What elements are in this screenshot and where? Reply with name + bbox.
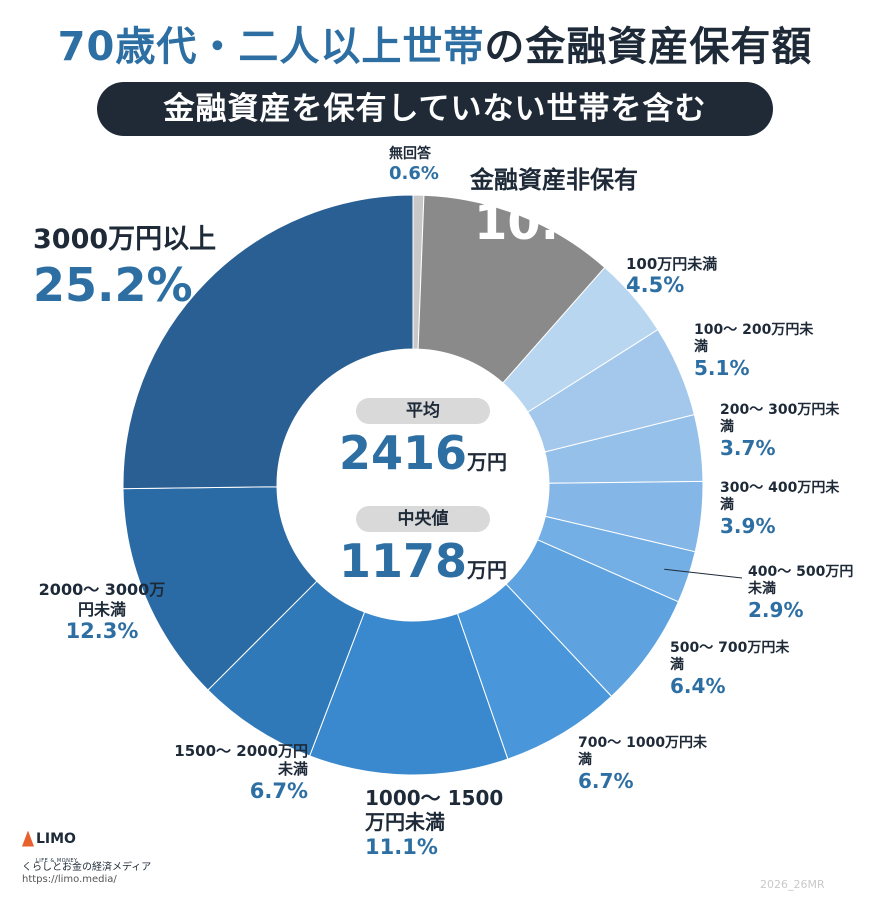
footer-url[interactable]: https://limo.media/: [22, 874, 117, 885]
chart-subtitle: 金融資産を保有していない世帯を含む: [97, 82, 773, 136]
slice-label-700-1000: 700〜 1000万円未満 6.7%: [578, 735, 708, 794]
slice-name: 400〜 500万円未満: [748, 564, 854, 598]
chart-title: 70歳代・二人以上世帯の金融資産保有額: [0, 14, 870, 72]
slice-name: 1000〜 1500万円未満: [365, 786, 504, 835]
slice-name: 300〜 400万円未満: [720, 480, 840, 514]
slice-value: 12.3: [65, 619, 118, 644]
slice-value: 4.5: [626, 273, 664, 298]
slice-name: 3000万円以上: [33, 224, 217, 255]
slice-label-over3000: 3000万円以上 25.2%: [33, 224, 217, 312]
footer-tagline: くらしとお金の経済メディア: [22, 862, 152, 873]
donut-slice-12: [122, 194, 414, 490]
slice-value: 2.9: [748, 598, 784, 623]
median-value-block: 1178万円: [300, 534, 546, 588]
flame-icon: [22, 830, 34, 847]
slice-name: 100〜 200万円未満: [694, 322, 814, 356]
slice-label-100-200: 100〜 200万円未満 5.1%: [694, 322, 814, 381]
slice-name: 700〜 1000万円未満: [578, 735, 708, 769]
slice-name: 500〜 700万円未満: [670, 640, 790, 674]
slice-name: 1500〜 2000万円未満: [174, 742, 308, 779]
average-value: 2416: [338, 426, 468, 480]
slice-label-1500-2000: 1500〜 2000万円未満 6.7%: [166, 742, 308, 804]
slice-label-1000-1500: 1000〜 1500万円未満 11.1%: [365, 786, 515, 860]
slice-label-200-300: 200〜 300万円未満 3.7%: [720, 402, 840, 461]
slice-label-400-500: 400〜 500万円未満 2.9%: [748, 564, 860, 623]
slice-name: 金融資産非保有: [470, 166, 638, 194]
slice-value: 3.9: [720, 514, 756, 539]
average-value-block: 2416万円: [300, 426, 546, 480]
slice-value: 5.1: [694, 356, 730, 381]
limo-logo: LIMO LIFE & MONEY: [22, 828, 78, 866]
donut-slice-9: [308, 611, 509, 776]
median-label: 中央値: [356, 506, 490, 532]
median-value: 1178: [338, 534, 468, 588]
slice-value: 6.4: [670, 674, 706, 699]
slice-name: 2000〜 3000万円未満: [38, 580, 166, 619]
slice-label-under100: 100万円未満 4.5%: [626, 255, 718, 298]
slice-value: 3.7: [720, 436, 756, 461]
slice-value: 10.9: [474, 195, 593, 251]
slice-name: 200〜 300万円未満: [720, 402, 840, 436]
slice-label-non-holding: 金融資産非保有: [470, 166, 638, 195]
slice-value: 6.7: [249, 778, 287, 803]
footer-code: 2026_26MR: [760, 878, 825, 891]
slice-name: 無回答: [389, 146, 431, 162]
slice-value: 25.2: [33, 257, 147, 312]
title-part1: 70歳代・二人以上世帯: [57, 24, 485, 70]
slice-name: 100万円未満: [626, 255, 718, 273]
average-label: 平均: [356, 398, 490, 424]
slice-value-non-holding: 10.9%: [474, 195, 641, 251]
slice-value: 11.1: [365, 834, 417, 859]
slice-label-2000-3000: 2000〜 3000万円未満 12.3%: [32, 580, 172, 645]
slice-value: 6.7: [578, 769, 614, 794]
logo-text: LIMO: [36, 830, 76, 847]
slice-value: 0.6: [389, 163, 421, 185]
donut-slice-11: [122, 486, 318, 691]
slice-label-500-700: 500〜 700万円未満 6.4%: [670, 640, 790, 699]
slice-label-no-answer: 無回答 0.6%: [389, 146, 439, 185]
slice-label-300-400: 300〜 400万円未満 3.9%: [720, 480, 840, 539]
logo-tagline: LIFE & MONEY: [36, 858, 78, 864]
title-part2: の金融資産保有額: [484, 24, 813, 70]
leader-line-400-500: [664, 568, 743, 579]
average-unit: 万円: [467, 450, 508, 474]
median-unit: 万円: [467, 558, 508, 582]
